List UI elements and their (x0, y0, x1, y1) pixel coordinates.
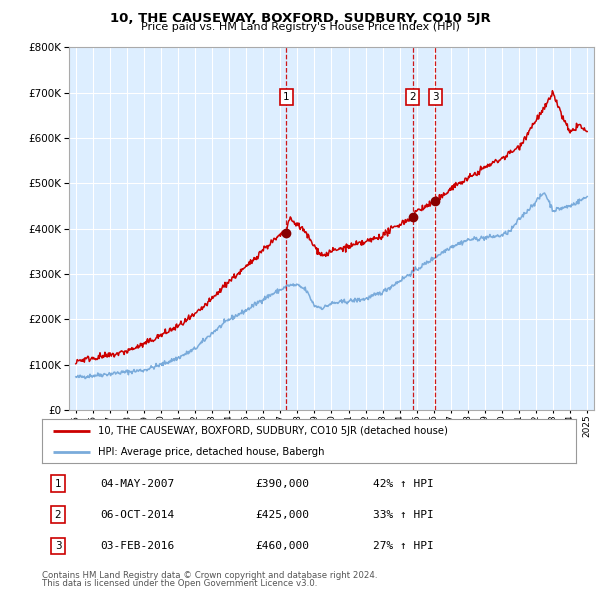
Text: HPI: Average price, detached house, Babergh: HPI: Average price, detached house, Babe… (98, 447, 325, 457)
Text: 2: 2 (409, 92, 416, 102)
Text: 10, THE CAUSEWAY, BOXFORD, SUDBURY, CO10 5JR (detached house): 10, THE CAUSEWAY, BOXFORD, SUDBURY, CO10… (98, 427, 448, 436)
Text: 03-FEB-2016: 03-FEB-2016 (101, 541, 175, 551)
Text: 27% ↑ HPI: 27% ↑ HPI (373, 541, 434, 551)
Text: 33% ↑ HPI: 33% ↑ HPI (373, 510, 434, 520)
Text: 1: 1 (55, 478, 61, 489)
Text: 3: 3 (55, 541, 61, 551)
Text: £460,000: £460,000 (256, 541, 310, 551)
Text: This data is licensed under the Open Government Licence v3.0.: This data is licensed under the Open Gov… (42, 579, 317, 588)
Text: 2: 2 (55, 510, 61, 520)
Text: Contains HM Land Registry data © Crown copyright and database right 2024.: Contains HM Land Registry data © Crown c… (42, 571, 377, 579)
Text: 42% ↑ HPI: 42% ↑ HPI (373, 478, 434, 489)
Text: 06-OCT-2014: 06-OCT-2014 (101, 510, 175, 520)
Text: 04-MAY-2007: 04-MAY-2007 (101, 478, 175, 489)
Text: Price paid vs. HM Land Registry's House Price Index (HPI): Price paid vs. HM Land Registry's House … (140, 22, 460, 32)
Text: £425,000: £425,000 (256, 510, 310, 520)
Text: 10, THE CAUSEWAY, BOXFORD, SUDBURY, CO10 5JR: 10, THE CAUSEWAY, BOXFORD, SUDBURY, CO10… (110, 12, 490, 25)
Text: £390,000: £390,000 (256, 478, 310, 489)
Text: 3: 3 (432, 92, 439, 102)
Text: 1: 1 (283, 92, 289, 102)
